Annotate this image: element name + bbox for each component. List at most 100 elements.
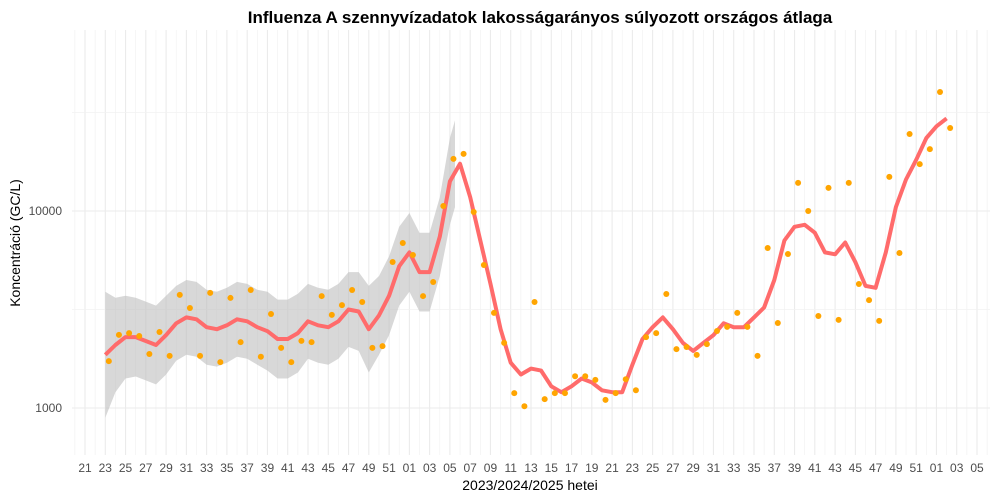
data-point [663,291,670,298]
data-point [896,250,903,257]
x-tick-label: 37 [768,461,782,475]
x-tick-label: 41 [808,461,822,475]
grid [72,30,990,455]
data-point [349,287,356,294]
data-point [278,344,285,351]
x-tick-label: 35 [747,461,761,475]
data-point [156,329,163,336]
data-point [227,294,234,301]
x-tick-label: 33 [727,461,741,475]
x-tick-label: 05 [970,461,984,475]
x-tick-label: 01 [930,461,944,475]
x-tick-label: 45 [322,461,336,475]
data-point [916,161,923,168]
data-point [561,390,568,397]
confidence-band [105,59,456,440]
data-point [318,293,325,300]
x-tick-label: 05 [443,461,457,475]
x-tick-label: 35 [220,461,234,475]
data-point [257,353,264,360]
data-point [237,339,244,346]
x-tick-label: 01 [403,461,417,475]
x-tick-label: 41 [281,461,295,475]
data-point [643,334,650,341]
data-point [734,309,741,316]
data-point [480,261,487,268]
data-point [551,390,558,397]
data-point [409,251,416,258]
x-tick-label: 39 [261,461,275,475]
x-tick-label: 29 [687,461,701,475]
data-point [105,358,112,365]
data-point [420,293,427,300]
x-tick-label: 49 [362,461,376,475]
data-point [693,351,700,358]
data-point [795,179,802,186]
data-point [724,323,731,330]
data-point [714,327,721,334]
data-point [115,331,122,338]
data-point [359,299,366,306]
x-tick-label: 29 [159,461,173,475]
data-point [602,396,609,403]
data-point [470,209,477,216]
x-tick-label: 19 [585,461,599,475]
x-tick-label: 27 [666,461,680,475]
data-point [501,339,508,346]
x-axis-ticks: 21 23 25 27 29 31 33 35 37 39 41 43 45 47 49 51 01 03 05 07… [78,461,984,475]
x-tick-label: 27 [139,461,153,475]
data-point [146,350,153,357]
data-point [876,317,883,324]
data-point [511,390,518,397]
x-axis-label: 2023/2024/2025 hetei [462,477,597,493]
data-point [886,173,893,180]
x-tick-label: 03 [423,461,437,475]
data-point [136,332,143,339]
data-point [247,287,254,294]
x-tick-label: 09 [484,461,498,475]
x-tick-label: 43 [301,461,315,475]
data-point [491,309,498,316]
data-points [105,88,954,410]
chart-title: Influenza A szennyvízadatok lakosságarán… [248,8,833,27]
x-tick-label: 47 [869,461,883,475]
x-tick-label: 21 [605,461,619,475]
data-point [207,289,214,296]
data-point [430,279,437,286]
data-point [582,373,589,380]
data-point [906,130,913,137]
y-axis-ticks: 1000 10000 [29,204,63,415]
data-point [937,88,944,95]
x-tick-label: 51 [382,461,396,475]
x-tick-label: 31 [180,461,194,475]
x-tick-label: 49 [889,461,903,475]
y-tick-label: 10000 [29,204,63,218]
data-point [947,124,954,131]
data-point [855,281,862,288]
x-tick-label: 51 [910,461,924,475]
data-point [288,359,295,366]
data-point [653,330,660,337]
smoothed-trend-line [103,116,948,395]
data-point [450,155,457,162]
data-point [338,302,345,309]
data-point [632,387,639,394]
x-tick-label: 47 [342,461,356,475]
data-point [784,250,791,257]
x-tick-label: 21 [78,461,92,475]
data-point [622,376,629,383]
data-point [186,304,193,311]
x-tick-label: 43 [828,461,842,475]
data-point [541,396,548,403]
data-point [683,344,690,351]
data-point [815,313,822,320]
x-tick-label: 11 [504,461,517,475]
x-tick-label: 15 [545,461,559,475]
data-point [764,244,771,251]
data-point [298,337,305,344]
data-point [572,373,579,380]
x-tick-label: 31 [707,461,721,475]
x-tick-label: 39 [788,461,802,475]
x-tick-label: 13 [524,461,538,475]
